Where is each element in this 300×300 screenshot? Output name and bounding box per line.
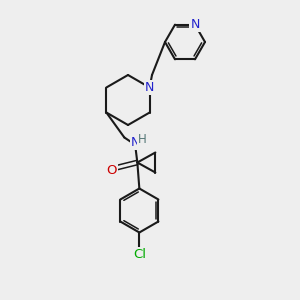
Text: N: N (190, 18, 200, 31)
Text: O: O (106, 164, 117, 177)
Text: H: H (138, 133, 147, 146)
Text: N: N (145, 81, 154, 94)
Text: N: N (131, 136, 140, 149)
Text: Cl: Cl (133, 248, 146, 261)
